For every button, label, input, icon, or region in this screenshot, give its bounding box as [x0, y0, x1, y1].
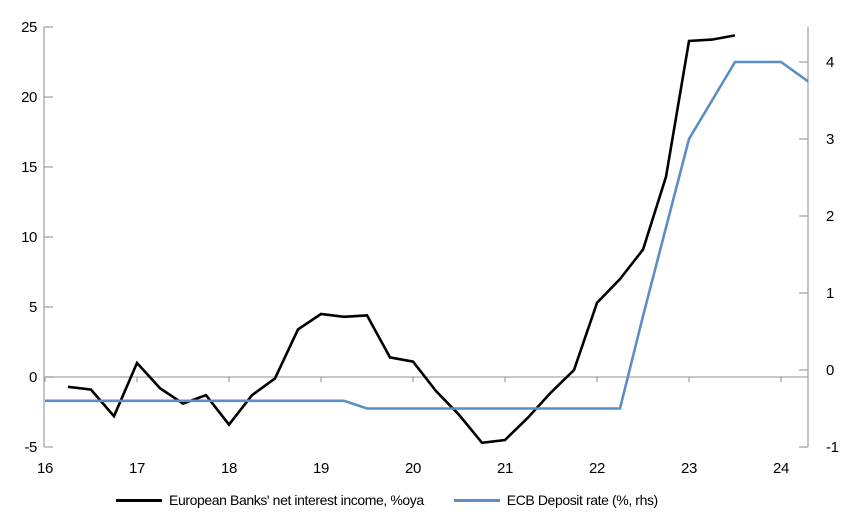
legend-label-ecb-deposit-rate: ECB Deposit rate (%, rhs): [506, 492, 658, 508]
right-axis-tick-label: -1: [826, 439, 839, 456]
x-axis-tick-label: 24: [773, 460, 789, 477]
left-axis-tick-label: -5: [24, 439, 37, 456]
left-axis-tick-label: 15: [21, 159, 37, 176]
right-axis-tick-label: 4: [826, 54, 834, 71]
left-axis-tick-label: 25: [21, 19, 37, 36]
black-line-swatch: [116, 498, 162, 502]
x-axis-tick-label: 23: [681, 460, 697, 477]
x-axis-tick-label: 18: [221, 460, 237, 477]
x-axis-tick-label: 16: [37, 460, 53, 477]
right-axis-tick-label: 0: [826, 362, 834, 379]
left-axis-tick-label: 0: [29, 369, 37, 386]
blue-line-swatch: [453, 498, 500, 502]
left-axis-tick-label: 20: [21, 89, 37, 106]
legend-item-ecb-deposit-rate: ECB Deposit rate (%, rhs): [453, 492, 658, 508]
net-interest-income-line: [67, 34, 736, 445]
right-axis-tick-label: 2: [826, 208, 834, 225]
legend-label-net-interest-income: European Banks' net interest income, %oy…: [169, 492, 424, 508]
left-axis-tick-label: 5: [29, 299, 37, 316]
x-axis-tick-label: 22: [589, 460, 605, 477]
x-axis-tick-label: 17: [129, 460, 145, 477]
legend-item-net-interest-income: European Banks' net interest income, %oy…: [116, 492, 424, 508]
right-axis-tick-label: 3: [826, 131, 834, 148]
ecb-deposit-rate-line: [45, 60, 809, 410]
x-axis-tick-label: 19: [313, 460, 329, 477]
x-axis-tick-label: 21: [497, 460, 513, 477]
legend: European Banks' net interest income, %oy…: [116, 492, 658, 508]
x-axis-tick-label: 20: [405, 460, 421, 477]
right-axis-tick-label: 1: [826, 285, 834, 302]
left-axis-tick-label: 10: [21, 229, 37, 246]
